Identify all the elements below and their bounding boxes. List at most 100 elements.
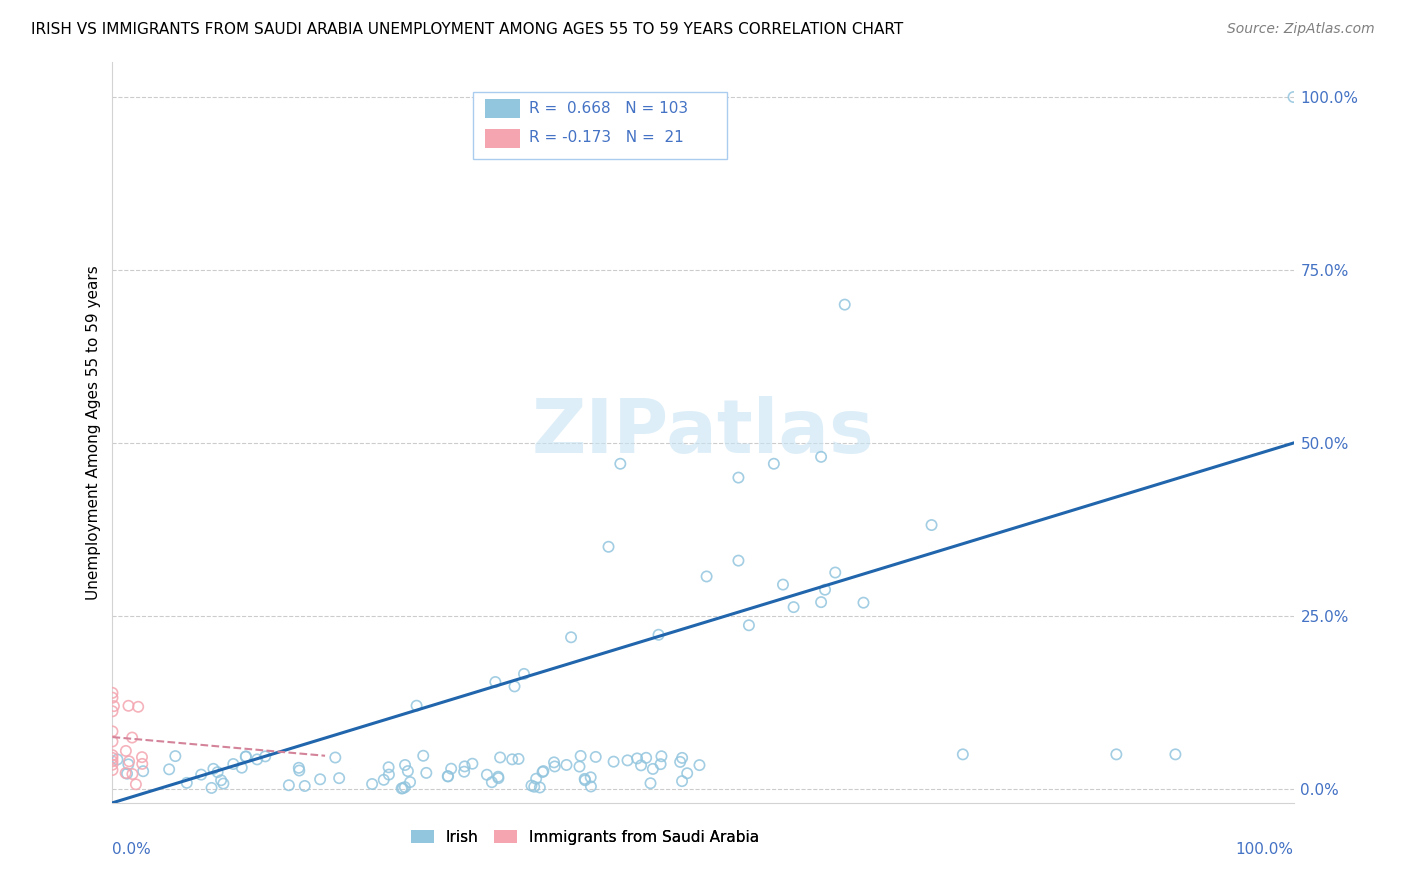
Point bbox=[810, 595, 832, 609]
Point bbox=[101, 704, 124, 718]
Point bbox=[131, 750, 153, 764]
Point bbox=[453, 759, 475, 773]
Point bbox=[254, 749, 277, 764]
Point bbox=[235, 749, 257, 764]
Point bbox=[598, 540, 620, 554]
Point bbox=[415, 765, 437, 780]
Point bbox=[650, 757, 672, 772]
Text: 100.0%: 100.0% bbox=[1236, 842, 1294, 856]
Point bbox=[727, 554, 749, 568]
Point bbox=[1105, 747, 1128, 762]
Point bbox=[125, 777, 148, 791]
Point bbox=[394, 780, 416, 794]
Point bbox=[508, 752, 530, 766]
FancyBboxPatch shape bbox=[472, 92, 727, 159]
Point bbox=[373, 772, 395, 787]
Point bbox=[222, 757, 245, 772]
Text: R =  0.668   N = 103: R = 0.668 N = 103 bbox=[530, 101, 689, 116]
Point bbox=[772, 577, 794, 591]
Text: Source: ZipAtlas.com: Source: ZipAtlas.com bbox=[1227, 22, 1375, 37]
Point bbox=[671, 751, 693, 765]
Point bbox=[101, 734, 124, 748]
Point bbox=[688, 758, 710, 772]
Point bbox=[531, 764, 554, 778]
Point bbox=[212, 776, 235, 790]
Point bbox=[574, 773, 596, 788]
Point bbox=[626, 751, 648, 765]
Point bbox=[165, 749, 187, 764]
Point bbox=[609, 457, 631, 471]
Point bbox=[641, 762, 664, 776]
Point bbox=[378, 767, 401, 781]
Text: IRISH VS IMMIGRANTS FROM SAUDI ARABIA UNEMPLOYMENT AMONG AGES 55 TO 59 YEARS COR: IRISH VS IMMIGRANTS FROM SAUDI ARABIA UN… bbox=[31, 22, 903, 37]
Point bbox=[640, 776, 662, 790]
Point bbox=[568, 759, 591, 773]
Point bbox=[157, 762, 180, 776]
Point bbox=[647, 628, 669, 642]
Point bbox=[574, 772, 596, 786]
Legend: Irish, Immigrants from Saudi Arabia: Irish, Immigrants from Saudi Arabia bbox=[405, 823, 765, 851]
Point bbox=[579, 780, 602, 794]
Point bbox=[190, 767, 212, 781]
Point bbox=[115, 766, 138, 780]
Point bbox=[824, 566, 846, 580]
Point bbox=[101, 748, 124, 763]
Point bbox=[636, 751, 658, 765]
Point bbox=[323, 750, 346, 764]
Point bbox=[107, 752, 129, 766]
Point bbox=[852, 596, 875, 610]
Point bbox=[391, 781, 413, 796]
Point bbox=[437, 769, 460, 783]
Point bbox=[676, 766, 699, 780]
Point bbox=[486, 770, 509, 784]
Point bbox=[669, 755, 692, 769]
Point bbox=[810, 450, 832, 464]
Point bbox=[513, 666, 536, 681]
Point bbox=[121, 731, 143, 745]
Point bbox=[361, 777, 384, 791]
Point bbox=[762, 457, 785, 471]
Point bbox=[246, 752, 269, 766]
Point bbox=[101, 755, 124, 769]
Point bbox=[738, 618, 761, 632]
Point bbox=[132, 764, 155, 779]
Point bbox=[952, 747, 974, 762]
Point bbox=[529, 780, 551, 795]
Point bbox=[782, 600, 804, 615]
Point bbox=[475, 768, 498, 782]
Point bbox=[103, 699, 125, 714]
Point bbox=[531, 764, 554, 779]
Point bbox=[585, 750, 607, 764]
Point bbox=[523, 780, 546, 794]
Point bbox=[579, 770, 602, 784]
Y-axis label: Unemployment Among Ages 55 to 59 years: Unemployment Among Ages 55 to 59 years bbox=[86, 265, 101, 600]
Bar bbox=[485, 99, 520, 118]
Point bbox=[412, 748, 434, 763]
Point bbox=[115, 744, 138, 758]
Point bbox=[392, 781, 415, 796]
Point bbox=[277, 778, 299, 792]
Point bbox=[200, 780, 222, 795]
Point bbox=[503, 680, 526, 694]
Point bbox=[396, 764, 419, 778]
Point bbox=[101, 751, 124, 765]
Point bbox=[671, 774, 693, 789]
Point bbox=[394, 758, 416, 772]
Point bbox=[399, 775, 422, 789]
Point bbox=[235, 749, 257, 764]
Point bbox=[696, 569, 718, 583]
Point bbox=[1164, 747, 1187, 762]
Point bbox=[834, 297, 856, 311]
Point bbox=[309, 772, 332, 787]
Point bbox=[288, 764, 311, 778]
Text: R = -0.173   N =  21: R = -0.173 N = 21 bbox=[530, 130, 685, 145]
Point bbox=[436, 769, 458, 783]
Point bbox=[377, 760, 399, 774]
Point bbox=[231, 761, 253, 775]
Point bbox=[405, 698, 427, 713]
Point bbox=[921, 518, 943, 533]
Point bbox=[650, 749, 672, 764]
Point bbox=[486, 771, 509, 785]
Point bbox=[288, 761, 311, 775]
Bar bbox=[485, 129, 520, 147]
